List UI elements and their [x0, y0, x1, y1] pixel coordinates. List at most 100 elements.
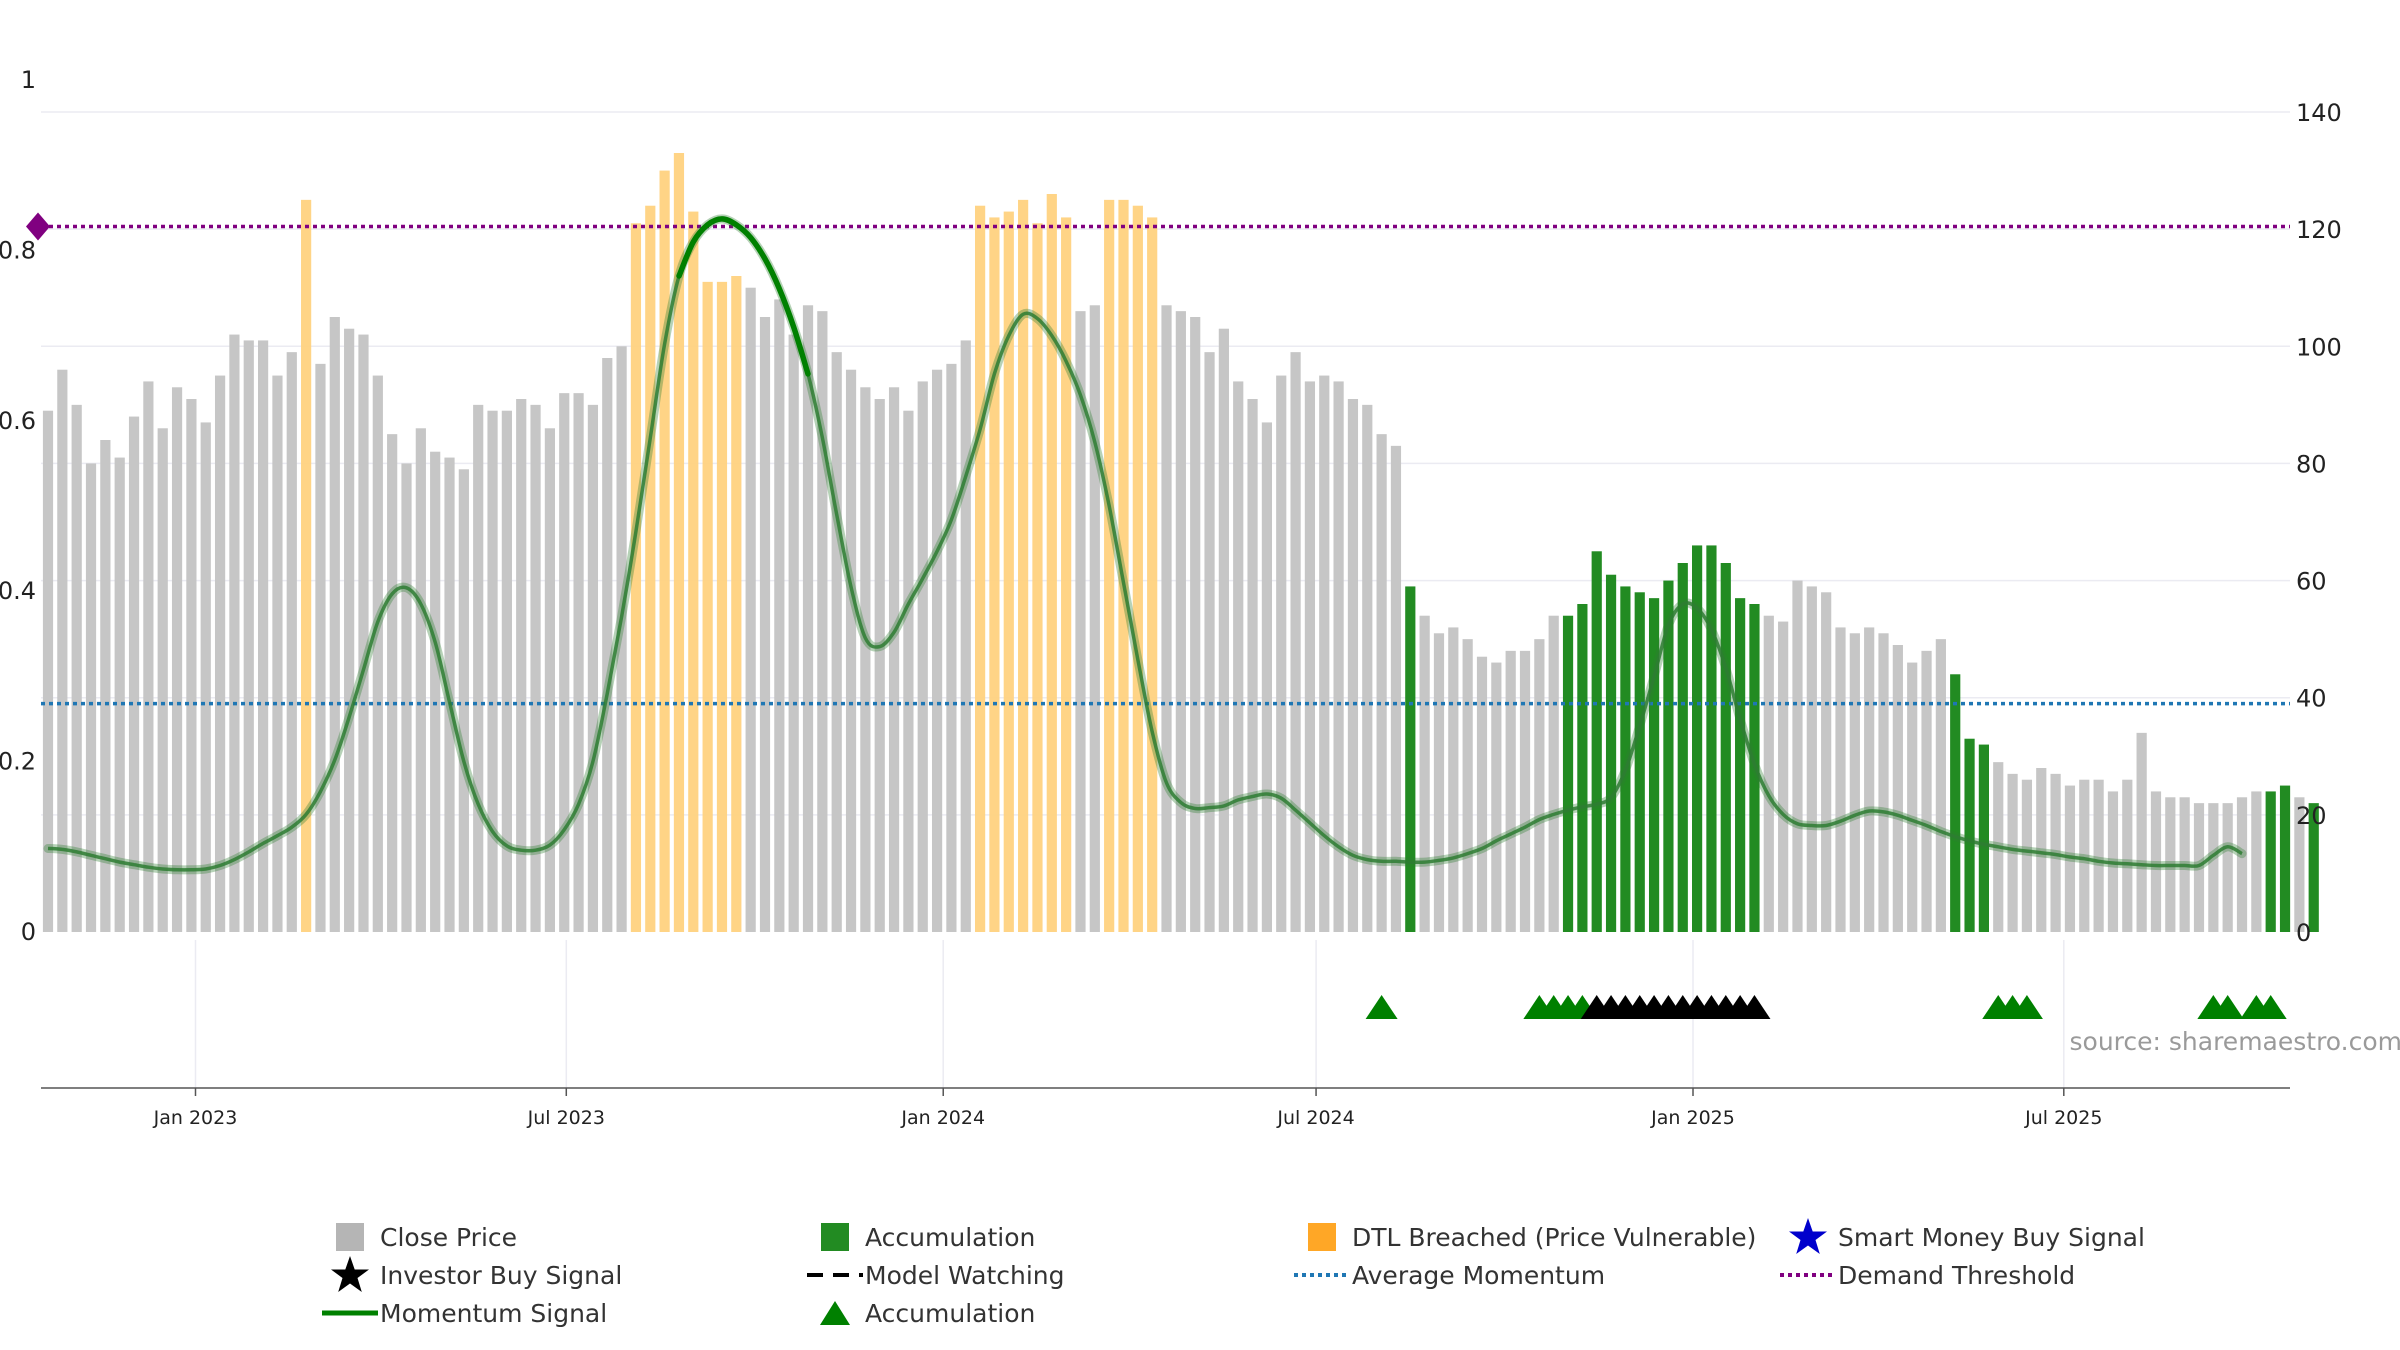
investor-buy-triangle [1738, 995, 1771, 1019]
accumulation-bar [1663, 580, 1674, 932]
close-price-bar [1835, 627, 1846, 932]
legend-smart-money[interactable]: Smart Money Buy Signal [1778, 1218, 2145, 1256]
close-price-bar [100, 440, 111, 932]
y-right-tick-label: 20 [2296, 802, 2327, 830]
y-left-tick-label: 0.8 [0, 236, 36, 264]
close-price-bar [1763, 615, 1774, 932]
close-price-bar [2007, 773, 2018, 932]
legend-dtl-breached[interactable]: DTL Breached (Price Vulnerable) [1292, 1218, 1756, 1256]
legend-accumulation-marker[interactable]: Accumulation [805, 1294, 1035, 1332]
legend-label: Model Watching [865, 1260, 1065, 1290]
close-price-bar [946, 363, 957, 932]
accumulation-bar [1677, 563, 1688, 932]
close-price-bar [616, 346, 627, 932]
dtl-breached-bar [716, 281, 728, 932]
legend-accumulation[interactable]: Accumulation [805, 1218, 1035, 1256]
signal-markers [1365, 995, 2287, 1019]
dtl-breached-bar [673, 153, 685, 932]
close-price-bar [157, 428, 168, 932]
close-price-bar [243, 340, 254, 932]
close-price-bar [229, 334, 240, 933]
close-price-bar [1778, 621, 1789, 932]
close-price-bar [2150, 791, 2162, 932]
close-price-bar [2208, 803, 2219, 932]
dtl-breached-bar [659, 170, 670, 933]
close-price-bar [57, 369, 68, 932]
dtl-breached-bar [1046, 194, 1057, 932]
dtl-breached-bar [688, 211, 699, 933]
close-price-bar [845, 369, 857, 932]
close-price-bar [2079, 779, 2090, 932]
close-price-bar [587, 404, 599, 932]
close-price-bar [1849, 633, 1860, 932]
close-price-bar [143, 381, 154, 932]
x-tick-label: Jul 2023 [527, 1107, 605, 1129]
close-price-bar [831, 352, 842, 933]
legend-label: Demand Threshold [1838, 1260, 2076, 1290]
close-price-bar [802, 305, 814, 932]
close-price-bar [128, 416, 140, 933]
x-tick-label: Jul 2025 [2024, 1107, 2102, 1129]
y-left-tick-label: 0.4 [0, 577, 36, 605]
close-price-bar [1476, 656, 1488, 932]
close-price-bar [1519, 650, 1531, 932]
close-price-bar [358, 334, 369, 933]
accumulation-bar [1720, 563, 1731, 932]
close-price-bar [372, 375, 383, 933]
price-bars [42, 153, 2319, 933]
accumulation-bar [1405, 586, 1416, 932]
close-price-bar [2036, 768, 2047, 932]
legend-label: Close Price [380, 1222, 518, 1252]
close-price-bar [1304, 381, 1316, 932]
close-price-bar [1433, 633, 1445, 932]
legend-demand-threshold[interactable]: Demand Threshold [1778, 1256, 2075, 1294]
dtl-breached-bar [702, 281, 713, 932]
legend-label: Momentum Signal [380, 1298, 608, 1328]
accumulation-bar [1605, 574, 1617, 932]
close-price-bar [1261, 422, 1272, 932]
legend-investor-buy[interactable]: Investor Buy Signal [320, 1256, 622, 1294]
close-price-bar [200, 422, 211, 932]
momentum-lines [43, 214, 2247, 875]
close-price-bar [874, 399, 885, 932]
y-right-tick-label: 80 [2296, 450, 2327, 478]
close-price-bar [1878, 633, 1889, 932]
close-price-bar [2222, 803, 2233, 932]
close-price-bar [544, 428, 555, 932]
x-tick-label: Jan 2024 [900, 1107, 985, 1129]
close-price-bar [1247, 399, 1258, 932]
close-price-bar [272, 375, 283, 933]
legend-average-momentum[interactable]: Average Momentum [1292, 1256, 1605, 1294]
legend-close-price[interactable]: Close Price [320, 1218, 517, 1256]
dtl-breached-bar [1032, 223, 1043, 933]
close-price-bar [401, 463, 412, 932]
close-price-bar [860, 387, 871, 932]
y-left-tick-label: 0.2 [0, 748, 36, 776]
legend-label: DTL Breached (Price Vulnerable) [1352, 1222, 1757, 1252]
close-price-bar [258, 340, 269, 932]
close-price-bar [114, 457, 125, 932]
close-price-bar [487, 410, 498, 932]
close-price-bar [1921, 650, 1932, 932]
dtl-breached-bar [975, 205, 986, 932]
legend-momentum-signal[interactable]: Momentum Signal [320, 1294, 607, 1332]
dtl-breached-bar [301, 199, 312, 932]
close-price-bar [1089, 305, 1100, 932]
legend-model-watching[interactable]: Model Watching [805, 1256, 1065, 1294]
close-price-bar [2294, 797, 2305, 932]
dtl-breached-bar [1003, 211, 1014, 933]
accumulation-bar [1692, 545, 1703, 932]
close-price-bar [2021, 779, 2033, 932]
close-price-bar [1175, 311, 1186, 933]
close-price-bar [387, 434, 398, 932]
dtl-breached-bar [1104, 199, 1115, 932]
y-left-tick-label: 0.6 [0, 407, 36, 435]
close-price-bar [501, 410, 512, 932]
momentum-signal-line [47, 217, 2243, 872]
accumulation-bar [1577, 604, 1588, 932]
close-price-bar [2193, 803, 2205, 932]
accumulation-bar [2308, 803, 2319, 932]
close-price-bar [573, 393, 584, 933]
legend-label: Smart Money Buy Signal [1838, 1222, 2145, 1252]
close-price-bar [960, 340, 971, 932]
